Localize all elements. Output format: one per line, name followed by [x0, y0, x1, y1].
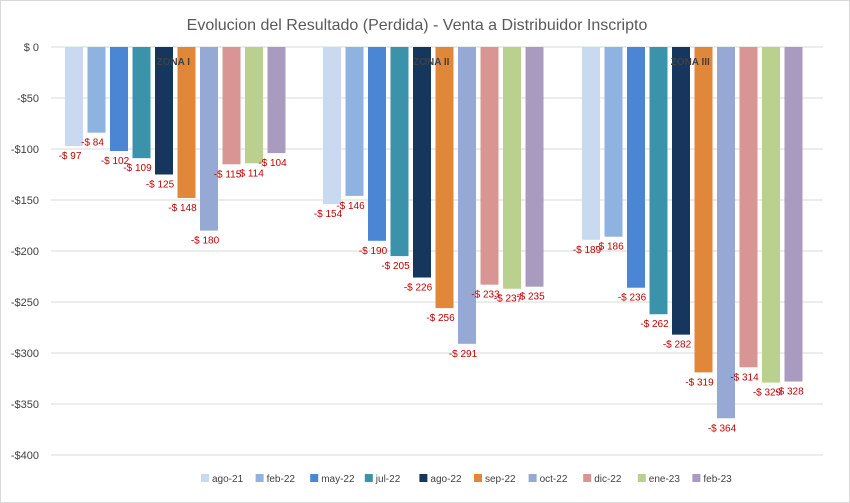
data-label: -$ 319: [685, 377, 714, 388]
bar-sep-22-zone-1: [177, 47, 196, 198]
data-label: -$ 235: [516, 292, 545, 303]
data-label: -$ 115: [214, 169, 242, 180]
bar-feb-23-zone-1: [267, 47, 286, 154]
legend-swatch: [474, 474, 482, 482]
legend-swatch: [201, 474, 209, 482]
legend-label: jul-22: [375, 474, 401, 485]
zone-labels: ZONA I ZONA II ZONA III: [156, 57, 710, 68]
bar-dic-22-zone-3: [739, 47, 758, 368]
y-tick-label: -$300: [11, 348, 39, 360]
data-label: -$ 102: [101, 156, 130, 167]
data-label: -$ 328: [775, 387, 804, 398]
y-tick-label: -$400: [11, 450, 39, 462]
chart-title: Evolucion del Resultado (Perdida) - Vent…: [187, 17, 648, 34]
bar-oct-22-zone-1: [200, 47, 218, 231]
legend-label: feb-22: [267, 474, 296, 485]
legend-label: may-22: [321, 474, 355, 485]
data-label: -$ 148: [168, 203, 197, 214]
bar-dic-22-zone-2: [480, 47, 499, 285]
bar-may-22-zone-1: [110, 47, 128, 152]
legend-swatch: [692, 474, 701, 482]
legend-label: dic-22: [594, 474, 622, 485]
bar-jul-22-zone-1: [132, 47, 151, 159]
legend-label: ago-22: [430, 474, 462, 485]
data-label: -$ 314: [730, 372, 759, 383]
legend-swatch: [637, 474, 646, 482]
y-tick-label: -$200: [11, 246, 39, 258]
bar-ene-23-zone-1: [245, 47, 263, 164]
data-label: -$ 180: [191, 236, 220, 247]
legend-label: ago-21: [212, 474, 244, 485]
bar-feb-23-zone-2: [525, 47, 544, 287]
bar-feb-23-zone-3: [784, 47, 803, 382]
bar-feb-22-zone-1: [87, 47, 106, 133]
data-label: -$ 97: [59, 151, 82, 162]
data-label: -$ 146: [336, 201, 365, 212]
legend-label: oct-22: [540, 474, 568, 485]
data-label: -$ 226: [404, 283, 433, 294]
legend-label: sep-22: [485, 474, 516, 485]
data-label: -$ 190: [359, 246, 388, 257]
bar-dic-22-zone-1: [222, 47, 241, 165]
data-label: -$ 237: [494, 294, 523, 305]
bar-may-22-zone-3: [627, 47, 645, 288]
y-tick-label: -$150: [11, 195, 39, 207]
y-tick-label: $ 0: [24, 42, 39, 54]
bar-oct-22-zone-3: [717, 47, 735, 419]
zone-label: ZONA III: [671, 57, 710, 68]
bar-ago-22-zone-3: [672, 47, 690, 335]
data-labels-layer: -$ 97 -$ 84 -$ 102-$ 109 -$ 125 -$ 148 -$ 180…: [59, 138, 805, 435]
data-label: -$ 236: [618, 293, 647, 304]
data-label: -$ 364: [708, 423, 737, 434]
data-label: -$ 189: [573, 245, 602, 256]
legend: ago-21 feb-22 may-22 jul-22 ago-22 sep-22 oct-…: [201, 474, 732, 485]
data-label: -$ 282: [663, 340, 692, 351]
data-label: -$ 329: [753, 388, 782, 399]
data-label: -$ 186: [595, 242, 624, 253]
bars-layer: [65, 47, 803, 419]
legend-swatch: [528, 474, 537, 482]
y-tick-label: -$50: [17, 93, 39, 105]
data-label: -$ 233: [471, 290, 500, 301]
bar-ago-22-zone-1: [155, 47, 173, 175]
data-label: -$ 262: [640, 319, 669, 330]
bar-feb-22-zone-2: [345, 47, 364, 196]
bar-sep-22-zone-3: [694, 47, 713, 373]
legend-swatch: [310, 474, 319, 482]
bar-ago-21-zone-1: [65, 47, 83, 146]
bar-ene-23-zone-3: [762, 47, 780, 383]
legend-label: feb-23: [703, 474, 732, 485]
data-label: -$ 84: [81, 138, 104, 149]
legend-label: ene-23: [649, 474, 681, 485]
zone-label: ZONA I: [156, 57, 190, 68]
data-label: -$ 114: [236, 168, 264, 179]
y-tick-label: -$100: [11, 144, 39, 156]
bar-jul-22-zone-2: [390, 47, 409, 257]
data-label: -$ 205: [381, 261, 410, 272]
bar-jul-22-zone-3: [649, 47, 668, 315]
y-tick-label: -$250: [11, 297, 39, 309]
legend-swatch: [583, 474, 592, 482]
bar-oct-22-zone-2: [458, 47, 476, 344]
data-label: -$ 109: [123, 163, 152, 174]
y-tick-label: -$350: [11, 399, 39, 411]
legend-swatch: [364, 474, 373, 482]
bar-ago-22-zone-2: [413, 47, 431, 278]
bar-ago-21-zone-2: [323, 47, 341, 205]
bar-may-22-zone-2: [368, 47, 386, 241]
data-label: -$ 256: [426, 313, 455, 324]
data-label: -$ 291: [449, 349, 478, 360]
legend-swatch: [255, 474, 264, 482]
data-label: -$ 125: [146, 180, 175, 191]
data-label: -$ 104: [258, 158, 287, 169]
bar-ago-21-zone-3: [582, 47, 600, 240]
data-label: -$ 154: [314, 209, 343, 220]
zone-label: ZONA II: [413, 57, 450, 68]
bar-feb-22-zone-3: [604, 47, 623, 237]
bar-ene-23-zone-2: [503, 47, 521, 289]
bar-sep-22-zone-2: [435, 47, 454, 309]
legend-swatch: [419, 474, 428, 482]
